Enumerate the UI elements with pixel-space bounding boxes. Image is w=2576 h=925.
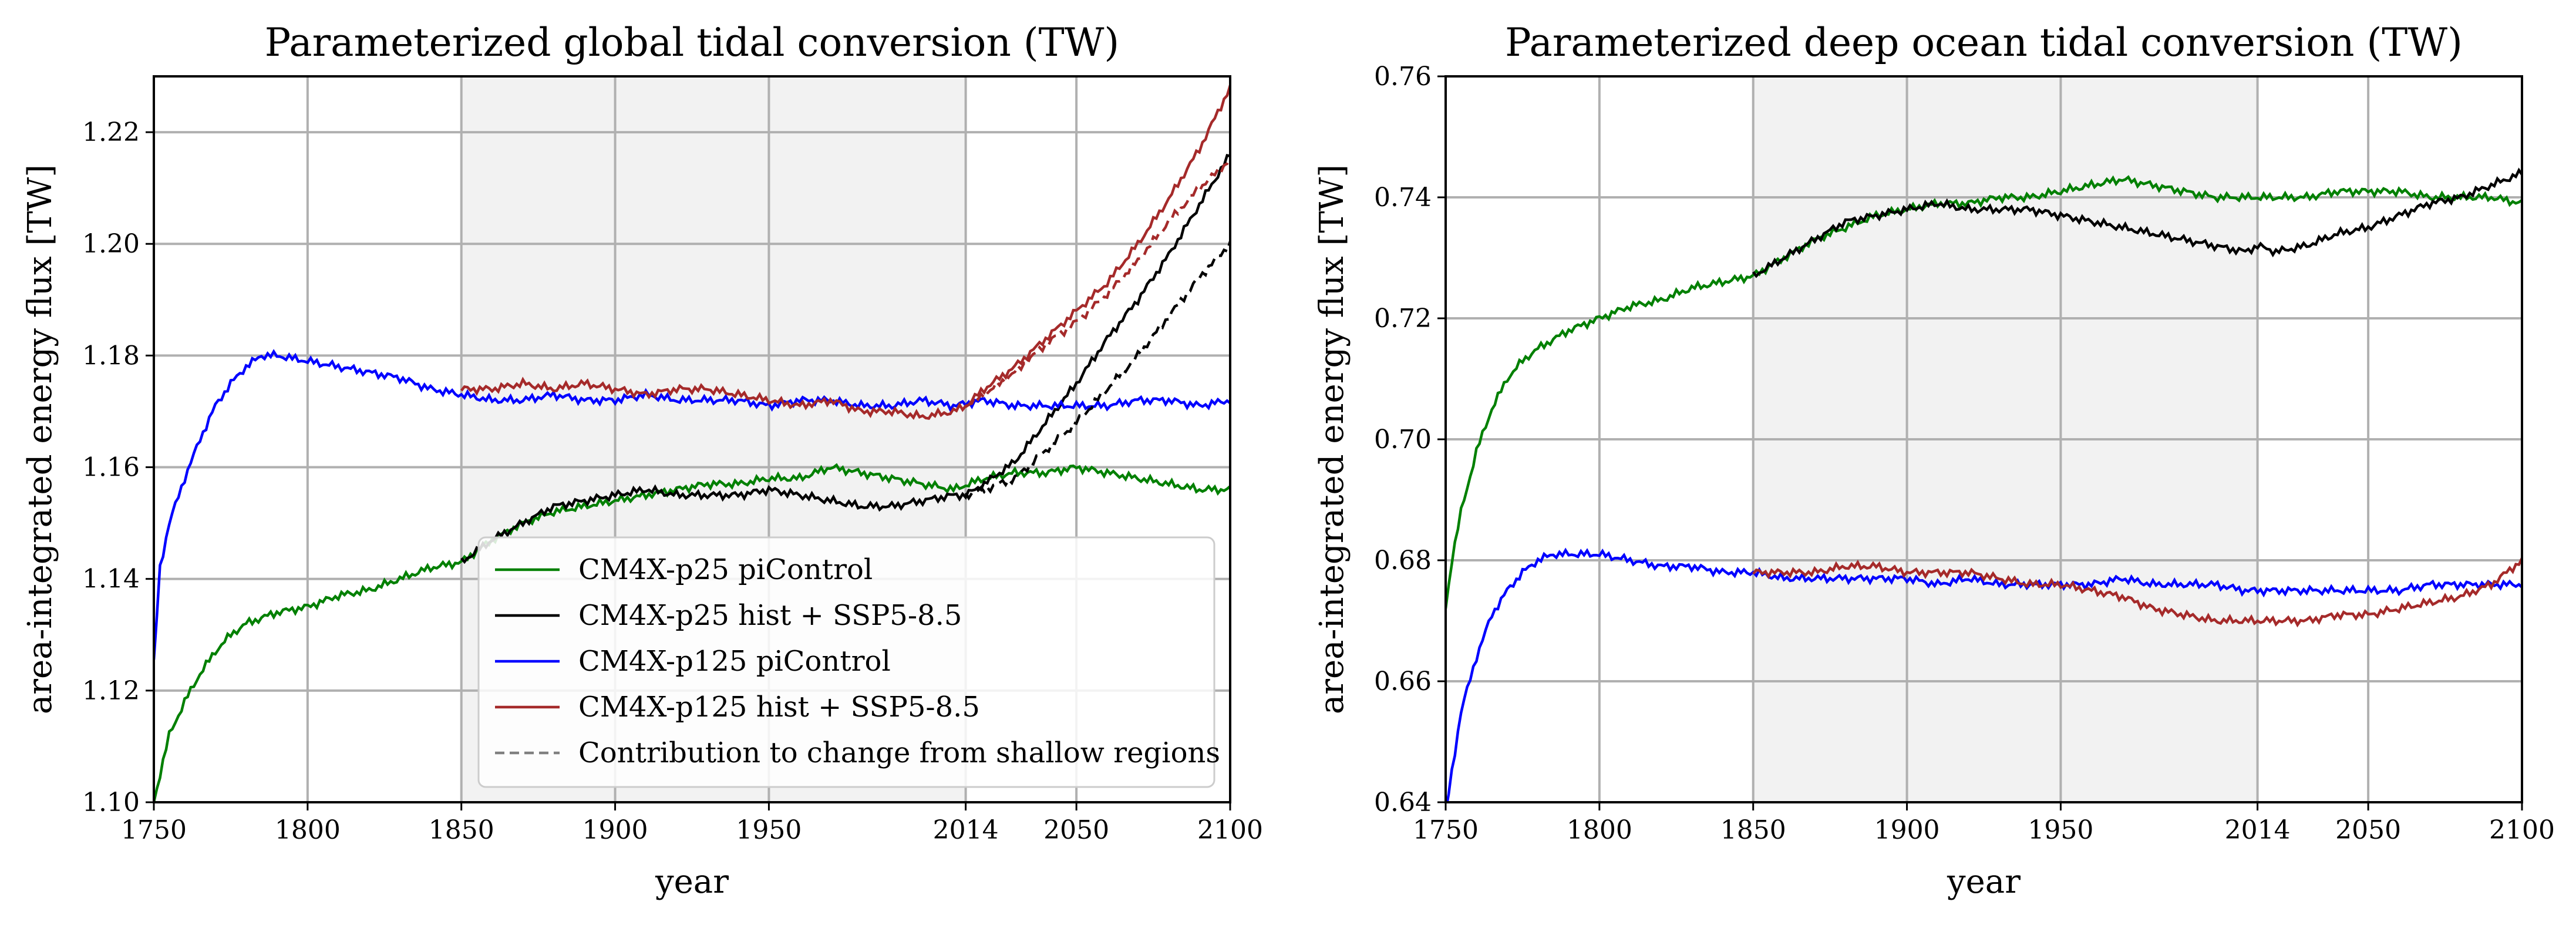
x-tick-label: 1900 [1874, 815, 1940, 845]
y-tick-label: 1.16 [82, 453, 140, 483]
series-line-3 [1752, 557, 2522, 628]
y-tick-label: 0.64 [1374, 788, 1432, 818]
y-tick-label: 1.12 [82, 676, 140, 706]
axes-frame [153, 75, 1231, 803]
y-tick-label: 1.10 [82, 788, 140, 818]
x-tick-label: 1950 [2028, 815, 2093, 845]
legend-entry: Contribution to change from shallow regi… [578, 736, 1220, 769]
x-tick-label: 2100 [2489, 815, 2555, 845]
series-line-5 [965, 158, 1230, 408]
legend-entry: CM4X-p125 hist + SSP5-8.5 [578, 691, 980, 724]
chart-title: Parameterized global tidal conversion (T… [265, 20, 1119, 65]
y-tick-label: 0.68 [1374, 546, 1432, 576]
x-tick-label: 2014 [2225, 815, 2291, 845]
series-group [1446, 167, 2522, 802]
x-tick-label: 1800 [1567, 815, 1632, 845]
series-line-3 [460, 85, 1230, 420]
y-tick-label: 0.76 [1374, 62, 1432, 92]
x-tick-label: 1800 [275, 815, 341, 845]
x-tick-label: 2100 [1197, 815, 1263, 845]
legend-entry: CM4X-p125 piControl [578, 645, 891, 678]
x-tick-label: 2014 [933, 815, 999, 845]
x-axis-label: year [655, 863, 729, 901]
y-axis-label: area-integrated energy flux [TW] [1313, 164, 1351, 714]
x-tick-label: 1850 [1720, 815, 1786, 845]
series-group [154, 85, 1230, 802]
legend-entry: CM4X-p25 hist + SSP5-8.5 [578, 599, 962, 632]
series-line-1 [1752, 167, 2522, 278]
y-tick-label: 1.18 [82, 341, 140, 371]
y-tick-label: 1.22 [82, 117, 140, 147]
y-tick-label: 1.20 [82, 229, 140, 259]
legend-box [477, 536, 1215, 788]
x-tick-label: 1900 [582, 815, 648, 845]
x-tick-label: 1750 [121, 815, 187, 845]
y-tick-label: 0.66 [1374, 667, 1432, 697]
legend-entry: CM4X-p25 piControl [578, 553, 873, 586]
x-tick-label: 2050 [1043, 815, 1109, 845]
chart-panel-global: 1750 1800 1850 1900 1950 2014 2050 2100 1.10 1.12… [21, 20, 1263, 901]
series-line-1 [460, 153, 1230, 564]
y-axis-label: area-integrated energy flux [TW] [21, 164, 59, 714]
x-tick-label: 1750 [1413, 815, 1479, 845]
chart-title: Parameterized deep ocean tidal conversio… [1505, 20, 2463, 65]
x-tick-label: 2050 [2335, 815, 2401, 845]
y-tick-label: 1.14 [82, 564, 140, 594]
series-line-2 [154, 349, 1230, 660]
x-tick-label: 1950 [736, 815, 802, 845]
series-line-6 [964, 241, 1230, 501]
x-tick-label: 1850 [429, 815, 494, 845]
series-line-0 [1446, 175, 2522, 609]
series-line-2 [1446, 547, 2522, 802]
y-tick-label: 0.70 [1374, 425, 1432, 455]
series-line-0 [154, 463, 1230, 802]
chart-panel-deep-ocean: 1750 1800 1850 1900 1950 2014 2050 2100 0.64 0.66… [1313, 20, 2555, 901]
y-tick-label: 0.74 [1374, 183, 1432, 213]
x-axis-label: year [1947, 863, 2021, 901]
y-tick-label: 0.72 [1374, 304, 1432, 334]
